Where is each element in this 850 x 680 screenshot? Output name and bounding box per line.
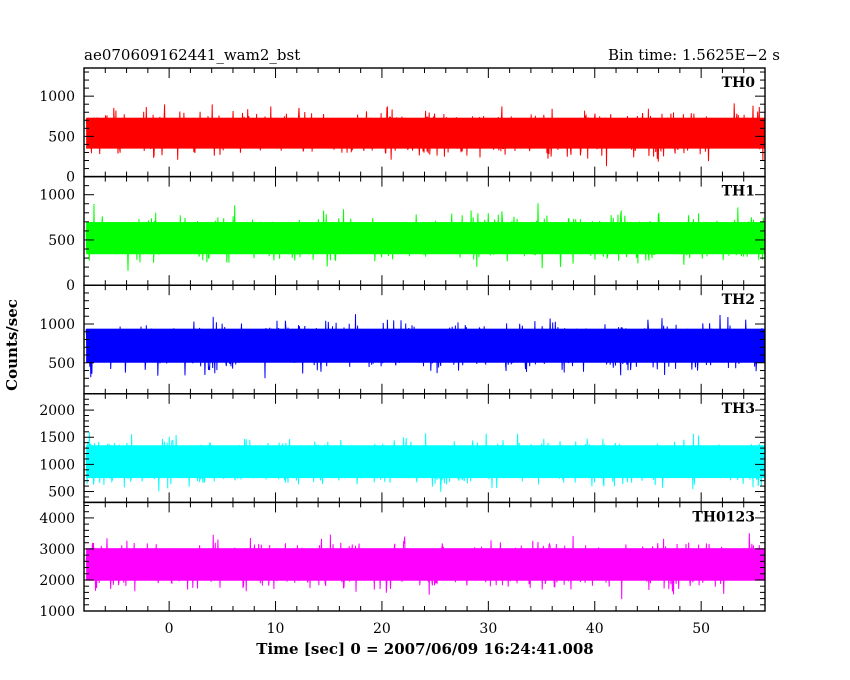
- panel-label: TH1: [722, 184, 755, 200]
- series-core-th0123: [86, 548, 765, 581]
- y-tick-label: 500: [48, 485, 75, 501]
- x-tick-label: 20: [373, 621, 391, 637]
- panel-label: TH0: [722, 75, 756, 91]
- y-tick-label: 0: [66, 170, 75, 186]
- panel-th2: 500 1000 TH2: [39, 284, 766, 395]
- y-tick-label: 2000: [39, 573, 75, 589]
- y-tick-label: 3000: [39, 542, 75, 558]
- y-tick-label: 4000: [39, 511, 75, 527]
- x-axis-label: Time [sec] 0 = 2007/06/09 16:24:41.008: [256, 640, 593, 658]
- y-tick-label: 1500: [39, 430, 75, 446]
- panel-th1: 0 500 1000 TH1: [39, 175, 766, 294]
- x-tick-label: 30: [479, 621, 497, 637]
- y-axis-label: Counts/sec: [3, 299, 21, 391]
- y-tick-label: 500: [48, 356, 75, 372]
- y-tick-label: 1000: [39, 317, 75, 333]
- plot-title: ae070609162441_wam2_bst: [84, 46, 300, 64]
- series-core-th1: [86, 222, 765, 255]
- bin-time-label: Bin time: 1.5625E−2 s: [608, 46, 780, 64]
- panel-label: TH0123: [692, 509, 755, 525]
- x-tick-label: 0: [165, 621, 174, 637]
- y-tick-label: 2000: [39, 403, 75, 419]
- series-core-th2: [86, 328, 765, 363]
- x-tick-label: 50: [692, 621, 710, 637]
- y-tick-label: 0: [66, 278, 75, 294]
- panel-th3: 500 1000 1500 2000 TH3: [39, 393, 766, 504]
- x-tick-label: 40: [586, 621, 604, 637]
- y-tick-label: 500: [48, 233, 75, 249]
- panel-label: TH3: [722, 401, 755, 417]
- y-tick-label: 500: [48, 129, 75, 145]
- y-tick-label: 1000: [39, 188, 75, 204]
- y-tick-label: 1000: [39, 604, 75, 620]
- x-tick-label: 10: [267, 621, 285, 637]
- series-core-th0: [86, 117, 765, 149]
- series-core-th3: [86, 445, 765, 479]
- panel-label: TH2: [722, 292, 755, 308]
- y-tick-label: 1000: [39, 89, 75, 105]
- panel-th0: 0 500 1000 TH0: [39, 67, 766, 186]
- y-tick-label: 1000: [39, 457, 75, 473]
- panel-th0123: 1000 2000 3000 4000 TH0123: [39, 501, 766, 620]
